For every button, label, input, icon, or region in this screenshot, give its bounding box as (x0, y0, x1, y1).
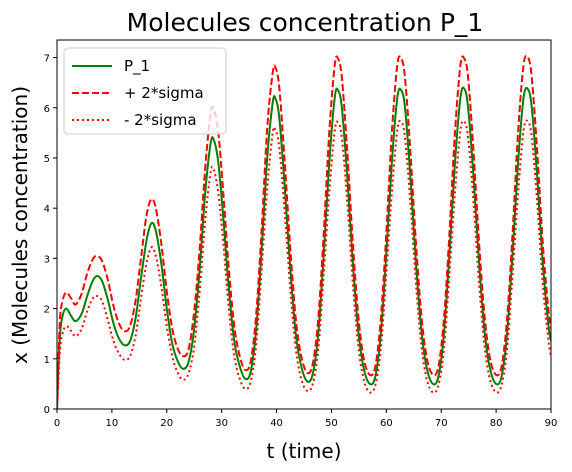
series-line-minus-sigma (57, 119, 551, 409)
y-axis-title: x (Molecules concentration) (8, 86, 32, 364)
legend-label-p1: P_1 (124, 57, 150, 76)
series-layer (57, 54, 551, 409)
series-line-plus-sigma (57, 54, 551, 409)
x-tick-label: 0 (54, 418, 60, 429)
plot-area-frame (56, 39, 552, 410)
x-tick-label: 40 (270, 418, 283, 429)
legend-label-minus-sigma: - 2*sigma (124, 111, 197, 129)
x-tick-label: 60 (380, 418, 393, 429)
x-axis-title: t (time) (267, 439, 342, 463)
y-tick-label: 1 (44, 355, 50, 366)
x-tick-label: 90 (545, 418, 558, 429)
x-tick-label: 80 (490, 418, 503, 429)
y-tick-label: 7 (44, 54, 50, 65)
legend-label-plus-sigma: + 2*sigma (124, 84, 204, 102)
y-tick-label: 0 (44, 405, 50, 416)
y-axis-ticks: 0 1 2 3 4 5 6 7 (44, 54, 57, 416)
x-tick-label: 50 (325, 418, 338, 429)
legend: P_1 + 2*sigma - 2*sigma (63, 47, 227, 135)
x-axis-ticks: 0 10 20 30 40 50 60 70 80 90 (54, 409, 558, 429)
y-tick-label: 5 (44, 154, 50, 165)
chart-title: Molecules concentration P_1 (127, 8, 484, 37)
y-tick-label: 6 (44, 104, 50, 115)
series-line-p1 (57, 86, 551, 409)
x-tick-label: 10 (106, 418, 119, 429)
legend-box (63, 47, 227, 135)
y-tick-label: 4 (44, 204, 50, 215)
y-tick-label: 3 (44, 254, 50, 265)
y-tick-label: 2 (44, 305, 50, 316)
x-tick-label: 70 (435, 418, 448, 429)
x-tick-label: 30 (215, 418, 228, 429)
x-tick-label: 20 (160, 418, 173, 429)
